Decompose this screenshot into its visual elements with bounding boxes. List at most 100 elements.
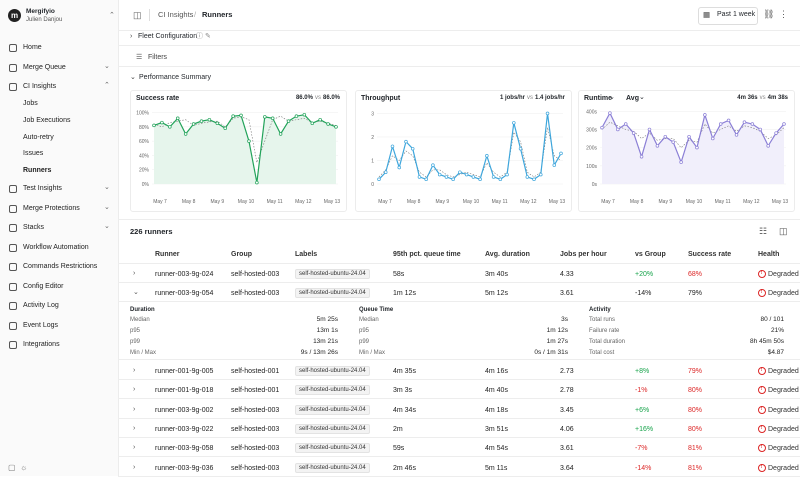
health-label: Degraded <box>768 367 799 375</box>
point <box>647 127 652 132</box>
column-header[interactable]: Avg. duration <box>485 251 530 258</box>
cell: 1m 12s <box>393 290 416 298</box>
nav-chevron[interactable]: ⌄ <box>104 223 110 231</box>
row-chevron[interactable]: › <box>133 270 136 277</box>
column-header[interactable]: Health <box>758 251 780 258</box>
nav-item[interactable]: Merge Queue <box>23 63 66 71</box>
x-tick-label: May 13 <box>772 199 789 205</box>
row-chevron[interactable]: ⌄ <box>133 289 139 297</box>
org-switcher[interactable]: ⌃ <box>109 12 115 19</box>
org-name[interactable]: Mergifyio <box>26 8 55 15</box>
row-chevron[interactable]: › <box>133 405 136 413</box>
view-icon[interactable]: ◫ <box>779 226 788 236</box>
row-chevron[interactable]: › <box>133 444 136 452</box>
x-tick-label: May 8 <box>182 199 196 205</box>
cell: self-hosted-003 <box>231 406 280 414</box>
point <box>478 177 482 182</box>
point <box>326 122 330 126</box>
nav-subitem[interactable]: Runners <box>23 167 52 175</box>
row-border <box>118 456 800 458</box>
detail-title: Duration <box>130 307 155 314</box>
settings-icon[interactable]: ☼ <box>20 463 28 472</box>
nav-item[interactable]: Config Editor <box>23 282 64 290</box>
runner-name: runner-003-9g-022 <box>155 426 214 433</box>
row-chevron[interactable]: › <box>133 366 136 374</box>
help-icon[interactable]: ⓘ ✎ <box>196 33 211 40</box>
runner-name: runner-001-9g-005 <box>155 367 214 375</box>
row-chevron[interactable]: › <box>133 463 136 471</box>
fleet-chevron[interactable]: › <box>130 33 133 40</box>
column-header[interactable]: 95th pct. queue time <box>393 251 461 258</box>
point <box>471 175 476 179</box>
bottom-icon[interactable]: ▢ <box>8 463 16 472</box>
nav-item[interactable]: Commands Restrictions <box>23 263 98 271</box>
chart-chevron[interactable]: ⌄ <box>639 94 645 101</box>
detail-label: Median <box>359 317 379 324</box>
nav-item[interactable]: Merge Protections <box>23 204 80 212</box>
chart: 0 1 2 3 May 7 May 8 May 9 May 10 May 11 May 12 May… <box>371 111 565 205</box>
period-button[interactable] <box>698 7 758 25</box>
sidebar: m Mergifyio Julien Danjou ⌃ ▢ ☼ <box>0 0 119 476</box>
nav-item[interactable]: CI Insights <box>23 83 57 90</box>
point <box>726 118 731 123</box>
sidebar-toggle[interactable]: ◫ <box>133 10 142 20</box>
detail-value: $4.87 <box>767 348 784 356</box>
point <box>766 144 770 148</box>
column-header[interactable]: Labels <box>295 251 318 258</box>
chart-title[interactable]: Runtime <box>584 95 612 102</box>
column-header[interactable]: Group <box>231 251 252 258</box>
cell: 80% <box>688 387 703 395</box>
point <box>247 139 251 143</box>
nav-item[interactable]: Home <box>23 44 42 51</box>
filters-button[interactable]: Filters <box>148 54 168 61</box>
nav-item[interactable]: Event Logs <box>23 321 59 329</box>
nav-item[interactable]: Workflow Automation <box>23 243 89 251</box>
column-header[interactable]: Success rate <box>688 251 732 258</box>
nav-chevron[interactable]: ⌄ <box>104 184 110 192</box>
column-header[interactable]: Jobs per hour <box>560 251 607 258</box>
row-chevron[interactable]: › <box>133 425 136 432</box>
point <box>750 122 755 126</box>
point <box>687 134 691 139</box>
detail-border <box>118 359 800 361</box>
nav-chevron[interactable]: ⌃ <box>104 82 110 89</box>
view-icon[interactable]: ☷ <box>759 226 768 236</box>
previous-line <box>601 121 785 149</box>
column-header[interactable]: vs Group <box>635 251 666 258</box>
performance-title[interactable]: Performance Summary <box>139 74 211 81</box>
y-tick-label: 40% <box>139 153 150 159</box>
nav-subitem[interactable]: Jobs <box>23 100 38 107</box>
nav-icon <box>9 302 17 311</box>
nav-subitem[interactable]: Job Executions <box>23 116 71 124</box>
performance-chevron[interactable]: ⌄ <box>130 74 136 81</box>
nav-subitem[interactable]: Issues <box>23 150 44 158</box>
nav-chevron[interactable]: ⌄ <box>104 203 110 211</box>
link-icon[interactable]: ⛓ <box>763 9 775 19</box>
fleet-title[interactable]: Fleet Configuration <box>138 33 198 40</box>
point <box>695 145 699 150</box>
nav-icon <box>9 185 17 194</box>
point <box>600 125 604 130</box>
breadcrumb[interactable]: CI Insights <box>158 10 194 19</box>
cell: 2m <box>393 426 403 433</box>
nav-item[interactable]: Activity Log <box>23 302 59 310</box>
more-icon[interactable]: ⋮ <box>779 9 788 19</box>
period-label[interactable]: Past 1 week <box>717 11 756 18</box>
column-header[interactable]: Runner <box>155 251 180 258</box>
chart-selector[interactable]: Avg <box>626 95 639 102</box>
health-icon <box>758 270 766 278</box>
nav-item[interactable]: Test Insights <box>23 185 62 193</box>
chart-chevron[interactable]: ⌄ <box>609 94 615 101</box>
health-label: Degraded <box>768 445 799 453</box>
nav-item[interactable]: Integrations <box>23 341 60 349</box>
x-tick-label: May 10 <box>463 199 480 205</box>
point <box>671 140 675 144</box>
nav-icon <box>9 44 17 52</box>
detail-value: 3s <box>561 316 568 324</box>
point <box>231 114 235 118</box>
nav-chevron[interactable]: ⌄ <box>104 62 110 70</box>
nav-subitem[interactable]: Auto-retry <box>23 133 54 141</box>
row-chevron[interactable]: › <box>133 386 136 394</box>
nav-item[interactable]: Stacks <box>23 224 45 232</box>
cell: 3m 51s <box>485 426 508 433</box>
